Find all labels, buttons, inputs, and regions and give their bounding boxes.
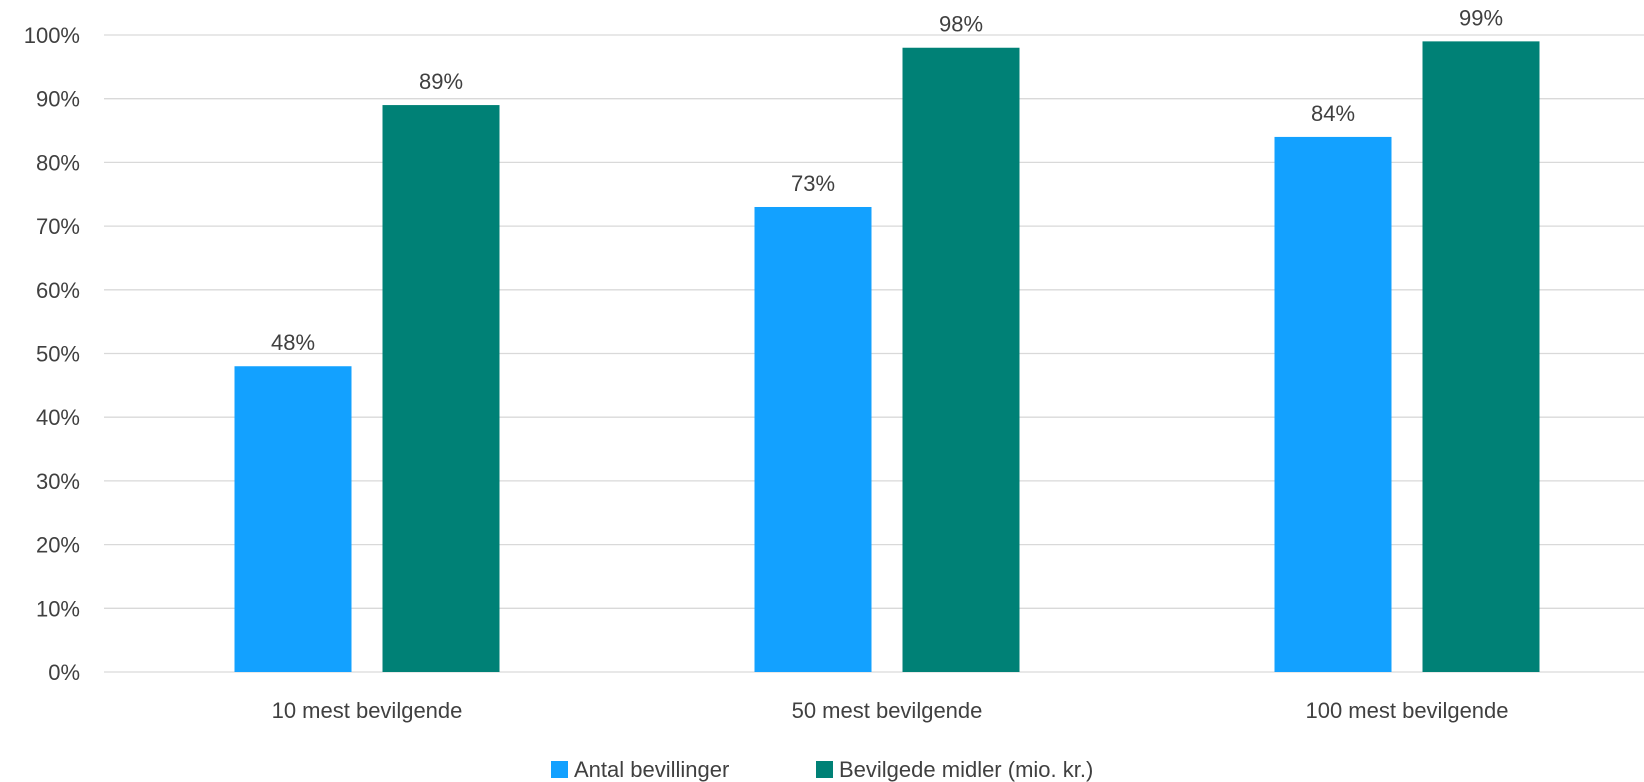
data-label: 89%: [419, 69, 463, 94]
y-tick-label: 0%: [48, 660, 80, 685]
gridlines: [104, 34, 1644, 673]
x-category-label: 100 mest bevilgende: [1305, 698, 1508, 723]
y-tick-label: 90%: [36, 87, 80, 112]
y-tick-label: 70%: [36, 214, 80, 239]
x-axis-category-labels: 10 mest bevilgende 50 mest bevilgende 100 …: [272, 698, 1509, 723]
bar-antal-1: [234, 366, 352, 672]
bar-midler-2: [902, 47, 1020, 673]
y-axis-tick-labels: 0% 10% 20% 30% 40% 50% 60% 70% 80% 90% 100%: [24, 23, 80, 685]
y-tick-label: 30%: [36, 469, 80, 494]
y-tick-label: 100%: [24, 23, 80, 48]
legend: Antal bevillinger Bevilgede midler (mio. …: [551, 757, 1093, 782]
y-tick-label: 10%: [36, 596, 80, 621]
data-label: 84%: [1311, 101, 1355, 126]
data-labels: 48% 89% 73% 98% 84% 99%: [271, 5, 1503, 355]
y-tick-label: 50%: [36, 342, 80, 367]
data-label: 99%: [1459, 5, 1503, 30]
data-label: 98%: [939, 12, 983, 37]
bar-midler-3: [1422, 41, 1540, 673]
legend-label: Bevilgede midler (mio. kr.): [839, 757, 1093, 782]
bar-antal-3: [1274, 136, 1392, 673]
x-category-label: 10 mest bevilgende: [272, 698, 463, 723]
bar-midler-1: [382, 105, 500, 672]
y-tick-label: 80%: [36, 150, 80, 175]
y-tick-label: 60%: [36, 278, 80, 303]
bar-antal-2: [754, 206, 872, 673]
data-label: 48%: [271, 330, 315, 355]
y-tick-label: 40%: [36, 405, 80, 430]
legend-swatch: [816, 761, 833, 778]
x-category-label: 50 mest bevilgende: [792, 698, 983, 723]
data-label: 73%: [791, 171, 835, 196]
y-tick-label: 20%: [36, 533, 80, 558]
bars: [234, 41, 1540, 673]
legend-label: Antal bevillinger: [574, 757, 729, 782]
legend-swatch: [551, 761, 568, 778]
